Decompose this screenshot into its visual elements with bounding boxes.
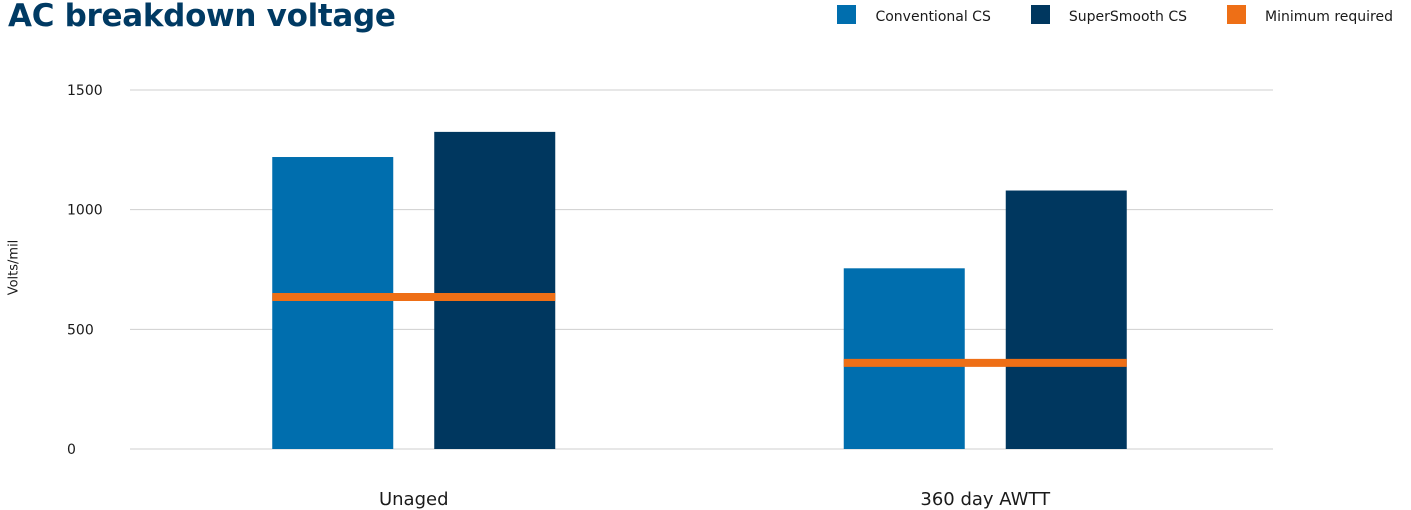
bar-conventional-0 (272, 157, 394, 449)
bar-supersmooth-1 (1005, 190, 1127, 449)
chart-title: AC breakdown voltage (8, 0, 396, 34)
x-tick-label-1: 360 day AWTT (920, 489, 1051, 510)
y-tick-label-1000: 1000 (67, 203, 103, 219)
legend: Conventional CS SuperSmooth CS Minimum r… (837, 4, 1393, 25)
y-tick-label-1500: 1500 (67, 83, 103, 99)
legend-item-supersmooth: SuperSmooth CS (1030, 4, 1187, 25)
legend-item-minimum: Minimum required (1227, 4, 1393, 25)
x-tick-label-0: Unaged (379, 489, 449, 510)
legend-swatch-supersmooth (1030, 4, 1050, 24)
legend-swatch-conventional (837, 4, 857, 24)
legend-swatch-minimum (1227, 4, 1246, 24)
legend-item-conventional: Conventional CS (837, 4, 991, 25)
y-tick-label-500: 500 (67, 322, 94, 338)
y-tick-label-0: 0 (67, 442, 76, 458)
bar-supersmooth-0 (434, 131, 556, 449)
legend-label-conventional: Conventional CS (875, 9, 991, 25)
bar-conventional-1 (843, 268, 965, 449)
legend-label-minimum: Minimum required (1265, 9, 1393, 25)
legend-label-supersmooth: SuperSmooth CS (1068, 9, 1187, 25)
